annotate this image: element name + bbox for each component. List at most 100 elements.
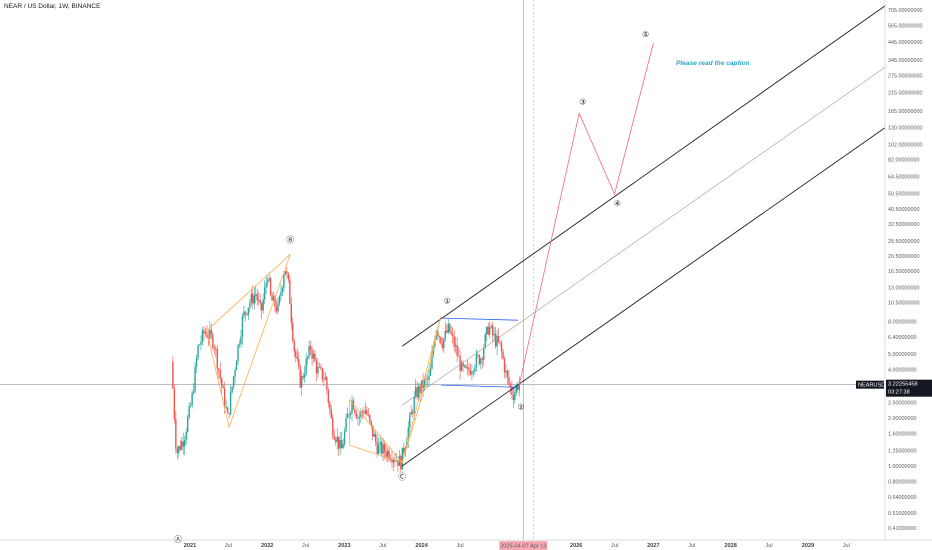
candle-body <box>260 302 263 311</box>
candle-body <box>423 379 426 389</box>
candle-body <box>343 431 346 445</box>
candle-body <box>184 439 186 447</box>
candle-body <box>247 307 250 315</box>
candle-body <box>508 377 510 384</box>
x-tick-label: 2029 <box>802 543 814 549</box>
x-tick-label: 2023 <box>338 543 350 549</box>
candle-body <box>497 336 500 342</box>
candle-body <box>429 368 432 376</box>
candle-body <box>204 332 207 334</box>
candle-body <box>342 444 344 449</box>
candle-body <box>244 311 247 314</box>
date-tag <box>499 541 548 550</box>
candle-body <box>370 420 372 426</box>
candle-body <box>417 386 420 398</box>
candle-body <box>403 447 405 453</box>
candle-body <box>237 344 239 362</box>
candle-body <box>398 456 401 466</box>
candle-body <box>315 360 318 374</box>
wave-label: ③ <box>579 97 586 106</box>
candle-body <box>290 304 293 323</box>
candle-body <box>324 377 327 380</box>
candle-body <box>215 348 217 350</box>
candle-body <box>386 450 389 457</box>
candle-body <box>494 333 497 347</box>
candle-body <box>243 311 245 317</box>
candle-body <box>300 375 303 388</box>
candle-body <box>413 396 415 414</box>
candle-body <box>419 386 421 393</box>
y-tick-label: 10.50000000 <box>888 301 919 307</box>
candle-body <box>500 343 503 352</box>
candle-body <box>357 417 359 419</box>
candle-body <box>443 338 445 348</box>
candle-body <box>499 341 501 344</box>
candle-body <box>475 354 478 368</box>
candle-body <box>229 392 232 415</box>
candle-body <box>198 344 201 346</box>
candle-body <box>486 326 488 335</box>
candle-body <box>311 350 313 359</box>
x-tick-label: 2024 <box>415 543 428 549</box>
candle-body <box>258 300 260 301</box>
candle-body <box>349 413 352 415</box>
candle-body <box>358 416 361 418</box>
candle-body <box>278 296 281 304</box>
candle-body <box>192 391 195 393</box>
candle-body <box>249 302 251 308</box>
candle-body <box>409 414 411 428</box>
y-tick-label: 25.50000000 <box>888 239 919 245</box>
candle-body <box>369 415 371 421</box>
candle-body <box>454 345 457 347</box>
x-tick-label: 2026 <box>570 543 582 549</box>
y-tick-label: 0.51000000 <box>888 511 916 517</box>
wave-label: ⑤ <box>642 30 649 39</box>
x-tick-label: Jul <box>457 543 464 549</box>
candle-body <box>391 459 393 463</box>
candle-body <box>314 353 316 361</box>
candle-body <box>440 336 442 344</box>
candle-body <box>256 293 258 301</box>
caption-note: Please read the caption <box>676 60 750 67</box>
candle-body <box>451 333 454 336</box>
candle-body <box>298 359 300 367</box>
candle-body <box>364 410 367 414</box>
candle-body <box>517 385 519 390</box>
pattern-triangle <box>349 398 404 464</box>
candle-body <box>235 361 238 371</box>
y-tick-label: 8.00000000 <box>888 319 916 325</box>
wave-label: ① <box>444 297 451 306</box>
candle-body <box>312 353 315 359</box>
channel-median-line <box>401 67 886 406</box>
y-tick-label: 2.50000000 <box>888 400 916 406</box>
x-tick-label: Jul <box>688 543 695 549</box>
candle-body <box>209 329 211 339</box>
candle-body <box>515 385 518 393</box>
candle-body <box>400 456 402 470</box>
candle-body <box>306 356 309 360</box>
candle-body <box>401 447 404 470</box>
candle-body <box>487 326 489 335</box>
y-tick-label: 130.00000000 <box>888 126 922 132</box>
channel-upper-line <box>401 5 886 347</box>
candle-body <box>303 374 306 378</box>
candle-body <box>330 409 332 419</box>
candle-body <box>447 323 449 333</box>
candle-body <box>456 345 458 356</box>
candle-body <box>212 334 214 348</box>
candle-body <box>484 334 486 349</box>
candle-body <box>355 413 358 419</box>
candle-body <box>407 427 409 442</box>
date-label: 2025-04-07 Apr 13 <box>500 544 546 550</box>
candle-body <box>275 306 278 312</box>
candle-body <box>360 411 362 417</box>
last-price-tag <box>886 379 932 397</box>
candle-body <box>181 441 183 450</box>
candle-body <box>289 279 291 305</box>
candle-body <box>302 375 304 378</box>
candle-body <box>385 452 387 457</box>
candle-body <box>509 383 512 387</box>
candle-body <box>262 299 264 311</box>
candle-body <box>299 366 301 388</box>
